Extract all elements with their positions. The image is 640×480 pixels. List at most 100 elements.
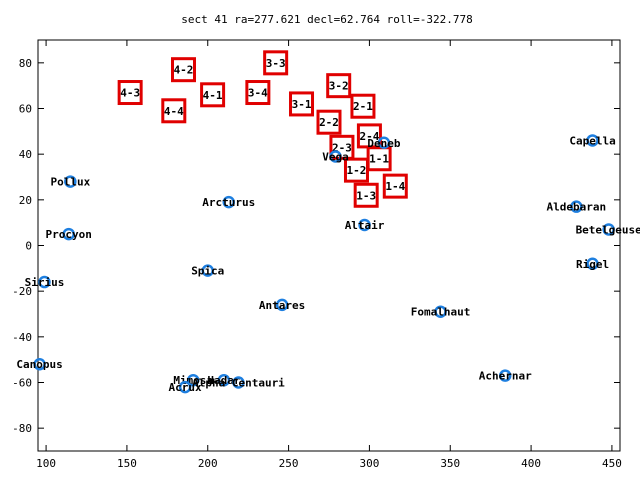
- star-label: Rigel: [576, 258, 609, 271]
- star-marker: [232, 376, 245, 389]
- sector-rect: [171, 57, 196, 83]
- sector-rect: [343, 157, 369, 183]
- x-tick-label: 350: [440, 457, 460, 470]
- sector-rect: [382, 173, 408, 199]
- sector-rect: [161, 98, 187, 124]
- sector-box: 4-4: [161, 98, 187, 124]
- star-point: Spica: [191, 264, 224, 278]
- star-point: Procyon: [46, 227, 92, 241]
- star-marker: [64, 175, 77, 188]
- sector-box: 4-1: [200, 82, 226, 108]
- star-marker: [201, 264, 214, 277]
- star-label: Altair: [345, 219, 385, 232]
- star-label: Vega: [322, 150, 349, 163]
- sector-rect: [329, 134, 355, 160]
- star-point: Mimosa: [173, 373, 213, 387]
- y-axis: -80 -60 -40 -20 0 20 40 60 80: [12, 57, 620, 435]
- star-label: Betelgeuse: [576, 224, 640, 237]
- star-marker: [38, 275, 51, 289]
- star-point: Alpha Centauri: [192, 376, 285, 390]
- sector-label: 1-4: [385, 180, 405, 193]
- sector-rect: [326, 73, 352, 99]
- star-marker: [570, 200, 583, 213]
- sector-rect: [245, 80, 271, 106]
- star-marker: [178, 380, 192, 394]
- x-axis: 100 150 200 250 300 350 400 450: [36, 40, 622, 470]
- star-label: Canopus: [16, 358, 62, 371]
- star-label: Aldebaran: [547, 201, 607, 214]
- star-marker: [62, 227, 75, 241]
- chart-title: sect 41 ra=277.621 decl=62.764 roll=-322…: [181, 13, 472, 26]
- star-label: Procyon: [46, 228, 92, 241]
- sector-label: 1-1: [369, 153, 389, 166]
- star-points: Capella Deneb Vega Pollux Arcturus Aldebaran A…: [16, 134, 640, 394]
- star-marker: [586, 134, 599, 147]
- star-label: Arcturus: [202, 196, 255, 209]
- sector-label: 1-3: [356, 189, 376, 202]
- x-tick-label: 200: [198, 457, 218, 470]
- star-label: Capella: [569, 134, 615, 147]
- star-point: Sirius: [25, 275, 64, 289]
- star-marker: [586, 257, 599, 271]
- sector-rect: [353, 182, 379, 208]
- star-point: Aldebaran: [547, 200, 607, 214]
- sector-label: 3-4: [248, 87, 268, 100]
- star-point: Achernar: [479, 369, 532, 383]
- sector-box: 1-2: [343, 157, 369, 183]
- sector-box: 4-3: [117, 80, 143, 106]
- star-label: Spica: [191, 265, 224, 278]
- star-label: Acrux: [169, 381, 202, 394]
- y-tick-label: 20: [19, 194, 32, 207]
- star-marker: [358, 218, 371, 232]
- star-marker: [602, 223, 615, 236]
- y-tick-label: -20: [12, 285, 32, 298]
- sector-rect: [117, 80, 143, 106]
- sector-box: 3-3: [263, 50, 289, 76]
- star-point: Acrux: [169, 380, 202, 394]
- sector-label: 1-2: [347, 164, 367, 177]
- star-point: Arcturus: [202, 195, 255, 209]
- sector-label: 3-2: [329, 80, 349, 93]
- sector-box: 3-4: [245, 80, 271, 106]
- star-point: Rigel: [576, 257, 609, 271]
- star-point: Pollux: [50, 175, 91, 189]
- y-tick-label: 80: [19, 57, 32, 70]
- sector-box: 1-1: [366, 146, 392, 172]
- star-point: Antares: [259, 298, 305, 312]
- sector-box: 4-2: [171, 57, 196, 83]
- sector-box: 2-2: [316, 109, 342, 135]
- sector-label: 3-1: [292, 98, 312, 111]
- star-label: Mimosa: [173, 374, 213, 387]
- sector-box: 2-1: [350, 93, 376, 119]
- star-point: Vega: [322, 150, 349, 163]
- star-label: Fomalhaut: [411, 306, 471, 319]
- star-point: Fomalhaut: [411, 305, 471, 319]
- x-tick-label: 450: [602, 457, 622, 470]
- y-tick-label: 60: [19, 103, 32, 116]
- sector-rect: [200, 82, 226, 108]
- sector-box: 3-2: [326, 73, 352, 99]
- y-tick-label: -40: [12, 331, 32, 344]
- star-marker: [434, 305, 447, 318]
- y-tick-label: -80: [12, 422, 32, 435]
- star-marker: [33, 357, 46, 371]
- sector-box: 1-4: [382, 173, 408, 199]
- star-label: Antares: [259, 299, 305, 312]
- sector-label: 2-2: [319, 116, 339, 129]
- y-tick-label: 0: [25, 240, 32, 253]
- sector-label: 2-1: [353, 100, 373, 113]
- star-marker: [217, 373, 231, 387]
- sector-box: 3-1: [289, 91, 315, 117]
- sector-label: 4-1: [203, 89, 223, 102]
- star-point: Canopus: [16, 357, 63, 371]
- sector-rect: [289, 91, 315, 117]
- x-tick-label: 100: [36, 457, 56, 470]
- sector-label: 4-2: [174, 64, 194, 77]
- sector-rect: [350, 93, 376, 119]
- sector-rect: [263, 50, 289, 76]
- star-marker: [186, 373, 200, 387]
- x-tick-label: 400: [521, 457, 541, 470]
- star-point: Capella: [569, 134, 616, 147]
- star-point: Deneb: [367, 136, 401, 150]
